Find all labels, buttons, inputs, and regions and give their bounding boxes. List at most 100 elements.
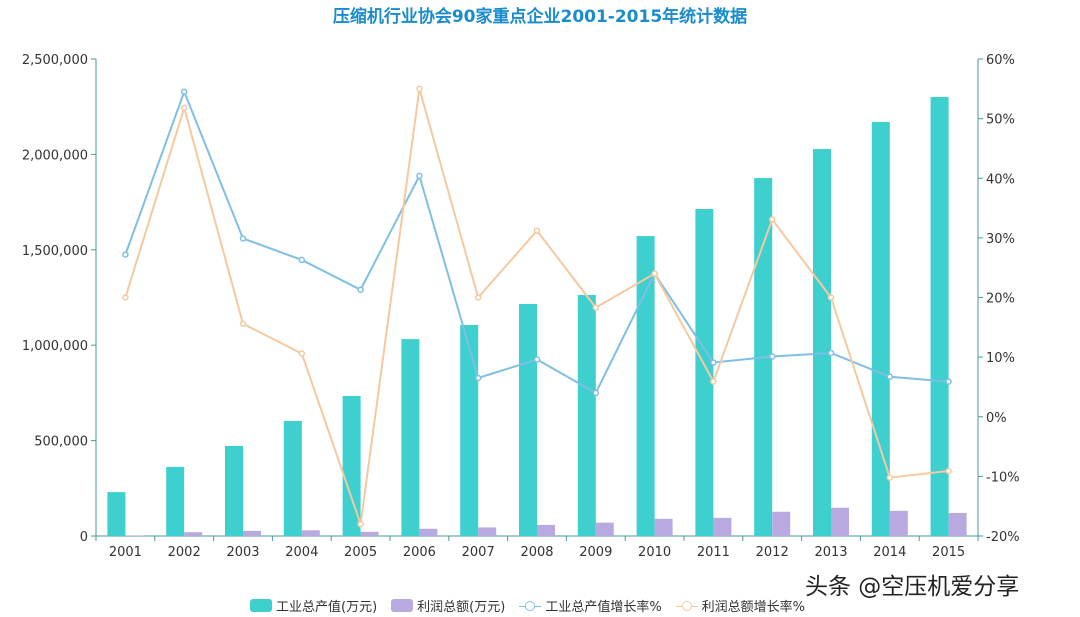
right-tick-label: 20% bbox=[986, 292, 1015, 307]
line-point bbox=[710, 359, 717, 366]
bar-output bbox=[930, 96, 949, 536]
legend-label: 利润总额(万元) bbox=[417, 600, 506, 615]
line-point bbox=[768, 216, 776, 223]
bar-profit bbox=[360, 531, 379, 536]
line-point bbox=[592, 389, 600, 397]
line-point bbox=[945, 467, 952, 475]
legend-item-profit-growth[interactable]: 利润总额增长率% bbox=[675, 596, 806, 615]
line-point bbox=[945, 378, 952, 385]
bar-profit bbox=[301, 530, 320, 536]
bar-profit bbox=[948, 512, 967, 536]
line-point bbox=[298, 350, 306, 357]
x-tick-label: 2015 bbox=[932, 545, 965, 560]
legend: 工业总产值(万元) 利润总额(万元) 工业总产值增长率% 利润总额增长率% bbox=[250, 596, 805, 615]
bar-profit bbox=[772, 511, 791, 536]
line-point bbox=[886, 373, 894, 381]
bar-output bbox=[283, 420, 302, 536]
right-tick-label: 50% bbox=[986, 113, 1015, 128]
line-point bbox=[474, 374, 482, 382]
left-tick-label: 2,000,000 bbox=[22, 148, 88, 163]
bar-output bbox=[225, 445, 243, 536]
bar-output bbox=[342, 395, 361, 536]
line-point bbox=[827, 294, 835, 301]
bar-output bbox=[871, 121, 890, 537]
left-tick-label: 1,000,000 bbox=[22, 339, 88, 354]
line-point bbox=[298, 256, 306, 264]
bar-output bbox=[460, 324, 479, 536]
legend-item-output-growth[interactable]: 工业总产值增长率% bbox=[519, 596, 662, 615]
right-tick-label: 30% bbox=[986, 232, 1015, 247]
legend-swatch bbox=[391, 599, 414, 612]
line-point bbox=[710, 378, 717, 385]
x-tick-label: 2013 bbox=[814, 545, 847, 560]
legend-item-profit[interactable]: 利润总额(万元) bbox=[391, 596, 505, 615]
x-tick-label: 2012 bbox=[756, 545, 789, 560]
line-point bbox=[768, 353, 776, 360]
line-point bbox=[592, 304, 600, 311]
watermark: 头条 @空压机爱分享 bbox=[805, 574, 1020, 600]
bar-output bbox=[519, 303, 537, 536]
line-point bbox=[533, 356, 541, 363]
x-tick-label: 2002 bbox=[168, 545, 201, 560]
legend-item-output[interactable]: 工业总产值(万元) bbox=[250, 596, 377, 615]
bar-profit bbox=[654, 518, 673, 536]
bar-profit bbox=[184, 532, 203, 536]
legend-label: 利润总额增长率% bbox=[701, 600, 806, 615]
bar-profit bbox=[243, 530, 261, 536]
bar-profit bbox=[889, 510, 908, 536]
line-point bbox=[886, 474, 894, 481]
legend-swatch bbox=[675, 600, 698, 612]
bar-output bbox=[695, 208, 714, 536]
bar-profit bbox=[419, 528, 438, 536]
right-tick-label: -20% bbox=[986, 530, 1020, 545]
bar-profit bbox=[125, 535, 144, 536]
left-tick-label: 0 bbox=[80, 530, 88, 545]
bar-profit bbox=[831, 507, 849, 536]
x-tick-label: 2006 bbox=[403, 545, 436, 560]
line-point bbox=[651, 270, 658, 277]
left-tick-label: 1,500,000 bbox=[22, 244, 88, 259]
legend-swatch bbox=[250, 599, 272, 612]
right-tick-label: 40% bbox=[986, 172, 1015, 187]
bar-profit bbox=[478, 527, 497, 536]
legend-swatch bbox=[519, 600, 542, 612]
right-tick-label: 0% bbox=[986, 411, 1007, 426]
bar-output bbox=[401, 339, 420, 536]
legend-label: 工业总产值增长率% bbox=[545, 600, 662, 615]
right-tick-label: -10% bbox=[986, 470, 1020, 485]
line-point bbox=[239, 235, 247, 242]
line-point bbox=[416, 85, 423, 93]
line-point bbox=[122, 251, 129, 258]
bar-output bbox=[107, 492, 126, 536]
line-point bbox=[357, 520, 364, 528]
bar-profit bbox=[713, 517, 732, 536]
line-point bbox=[357, 286, 364, 293]
x-tick-label: 2007 bbox=[462, 545, 495, 560]
left-tick-label: 2,500,000 bbox=[22, 53, 88, 68]
line-point bbox=[416, 172, 423, 180]
right-tick-label: 60% bbox=[986, 53, 1015, 68]
line-point bbox=[180, 104, 188, 112]
left-tick-label: 500,000 bbox=[34, 435, 88, 450]
line-point bbox=[474, 294, 482, 301]
bar-output bbox=[813, 149, 831, 536]
chart-title: 压缩机行业协会90家重点企业2001-2015年统计数据 bbox=[332, 7, 748, 27]
x-tick-label: 2014 bbox=[873, 545, 906, 560]
x-tick-label: 2004 bbox=[285, 545, 318, 560]
x-tick-label: 2001 bbox=[109, 545, 142, 560]
line-point bbox=[180, 88, 188, 96]
bar-profit bbox=[595, 522, 614, 536]
x-tick-label: 2005 bbox=[344, 545, 377, 560]
bar-output bbox=[636, 236, 655, 537]
x-tick-label: 2009 bbox=[579, 545, 612, 560]
line-point bbox=[827, 349, 835, 357]
x-tick-label: 2003 bbox=[226, 545, 259, 560]
line-point bbox=[239, 320, 247, 327]
bar-output bbox=[577, 295, 596, 536]
line-point bbox=[122, 294, 129, 301]
bar-output bbox=[166, 466, 185, 536]
x-tick-label: 2008 bbox=[520, 545, 553, 560]
bar-profit bbox=[537, 524, 555, 536]
legend-label: 工业总产值(万元) bbox=[276, 600, 378, 615]
